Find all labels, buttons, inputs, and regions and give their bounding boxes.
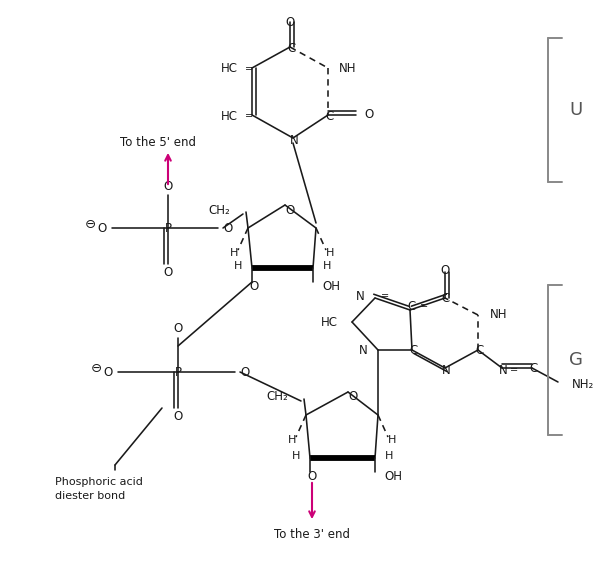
Text: OH: OH — [322, 280, 340, 293]
Text: Phosphoric acid: Phosphoric acid — [55, 477, 143, 487]
Text: To the 5' end: To the 5' end — [120, 137, 196, 149]
Text: N: N — [290, 134, 298, 148]
Text: O: O — [250, 280, 259, 293]
Text: =: = — [245, 64, 253, 74]
Text: =: = — [245, 111, 253, 121]
Text: O: O — [98, 222, 107, 235]
Text: =: = — [381, 291, 389, 301]
Text: O: O — [163, 180, 173, 192]
Text: O: O — [223, 222, 232, 235]
Text: NH: NH — [339, 61, 356, 75]
Text: NH₂: NH₂ — [572, 378, 594, 390]
Text: N: N — [359, 343, 368, 356]
Text: C: C — [408, 300, 416, 312]
Text: ⊖: ⊖ — [91, 363, 101, 375]
Text: H: H — [385, 451, 393, 461]
Text: HC: HC — [321, 316, 338, 329]
Text: HC: HC — [221, 63, 238, 76]
Text: P: P — [164, 222, 172, 235]
Text: O: O — [286, 204, 295, 216]
Text: HC: HC — [221, 110, 238, 122]
Text: O: O — [240, 366, 249, 378]
Text: N: N — [356, 289, 365, 302]
Text: O: O — [173, 323, 182, 335]
Text: O: O — [163, 266, 173, 280]
Text: ⊖: ⊖ — [85, 219, 95, 231]
Text: N: N — [499, 363, 508, 377]
Text: O: O — [364, 108, 373, 122]
Text: O: O — [307, 470, 317, 483]
Text: O: O — [349, 390, 358, 404]
Text: U: U — [569, 101, 583, 119]
Text: C: C — [287, 41, 295, 55]
Text: O: O — [104, 366, 113, 378]
Text: C: C — [409, 344, 417, 358]
Text: H: H — [288, 435, 296, 445]
Text: N: N — [442, 363, 451, 377]
Text: C: C — [475, 344, 483, 358]
Text: =: = — [420, 301, 428, 311]
Text: H: H — [326, 248, 334, 258]
Text: H: H — [292, 451, 300, 461]
Text: CH₂: CH₂ — [208, 204, 230, 216]
Text: NH: NH — [490, 308, 508, 321]
Text: OH: OH — [384, 470, 402, 483]
Text: G: G — [569, 351, 583, 369]
Text: H: H — [230, 248, 238, 258]
Text: =: = — [510, 365, 518, 375]
Text: O: O — [286, 15, 295, 29]
Text: diester bond: diester bond — [55, 491, 125, 501]
Text: CH₂: CH₂ — [266, 390, 288, 404]
Text: C: C — [326, 110, 334, 122]
Text: C: C — [529, 363, 537, 375]
Text: O: O — [173, 410, 182, 424]
Text: O: O — [440, 263, 449, 277]
Text: To the 3' end: To the 3' end — [274, 528, 350, 541]
Text: H: H — [323, 261, 331, 271]
Text: P: P — [175, 366, 182, 378]
Text: C: C — [442, 293, 450, 305]
Text: H: H — [388, 435, 396, 445]
Text: H: H — [234, 261, 242, 271]
